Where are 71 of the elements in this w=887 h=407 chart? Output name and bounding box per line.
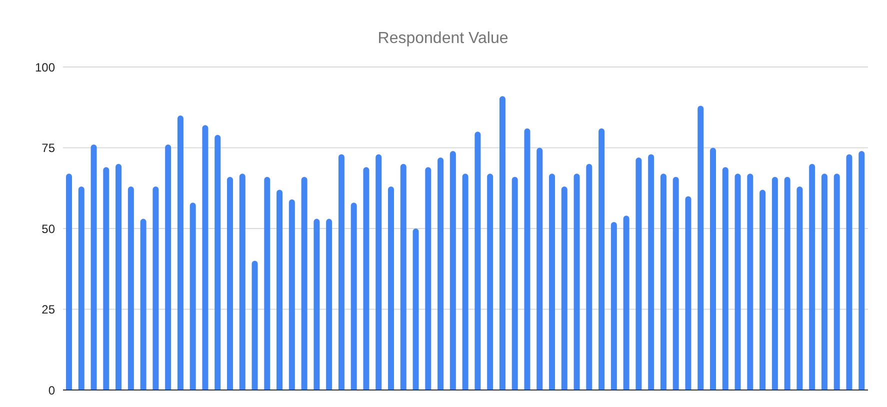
bar xyxy=(512,176,518,390)
bar xyxy=(846,154,852,390)
bar xyxy=(177,115,184,390)
bar xyxy=(363,167,370,390)
bar xyxy=(685,196,692,390)
chart-title: Respondent Value xyxy=(376,30,510,48)
bar xyxy=(821,174,828,390)
bar xyxy=(103,167,110,390)
bar xyxy=(376,154,382,390)
bar xyxy=(586,164,592,390)
bar xyxy=(722,167,728,390)
bar xyxy=(400,164,406,390)
bar xyxy=(549,174,555,390)
bar xyxy=(165,144,172,390)
bar xyxy=(784,176,790,390)
bar xyxy=(760,190,766,390)
bar xyxy=(128,186,134,390)
bar xyxy=(636,157,642,390)
bar xyxy=(326,218,332,390)
bar xyxy=(202,125,208,390)
bar xyxy=(116,164,122,390)
bar xyxy=(623,216,630,390)
bar xyxy=(809,164,816,390)
bar xyxy=(672,176,679,390)
bar xyxy=(796,186,803,390)
bar xyxy=(698,106,704,390)
bar xyxy=(450,150,456,390)
bar xyxy=(858,150,865,390)
bar xyxy=(214,134,221,390)
y-tick-label: 50 xyxy=(42,222,56,236)
bar xyxy=(276,190,283,390)
bar xyxy=(264,176,270,390)
bar xyxy=(598,128,605,390)
bar xyxy=(412,228,419,390)
bar xyxy=(462,174,468,390)
bar xyxy=(239,174,246,390)
bar xyxy=(227,176,233,390)
bar xyxy=(772,176,778,390)
bar xyxy=(190,202,196,390)
bar xyxy=(252,260,258,390)
bar xyxy=(610,222,617,390)
bar xyxy=(648,154,654,390)
bar xyxy=(734,174,741,390)
bar xyxy=(660,174,666,390)
bar xyxy=(338,154,344,390)
bar xyxy=(834,174,840,390)
bar xyxy=(152,186,159,390)
y-tick-label: 0 xyxy=(48,383,56,398)
bar xyxy=(574,174,580,390)
y-tick-label: 75 xyxy=(42,141,56,156)
bar xyxy=(314,218,320,390)
bar xyxy=(78,186,84,390)
bar xyxy=(561,186,568,390)
bar xyxy=(710,148,716,390)
bar xyxy=(438,157,444,390)
y-tick-label: 100 xyxy=(34,60,56,74)
bar xyxy=(140,218,146,390)
bar xyxy=(524,128,530,390)
bar xyxy=(288,199,295,390)
y-tick-label: 25 xyxy=(42,302,56,317)
bar xyxy=(747,174,754,390)
bar xyxy=(536,148,543,390)
bar xyxy=(90,144,97,390)
bar xyxy=(350,202,357,390)
bar xyxy=(301,176,308,390)
bar xyxy=(66,174,72,390)
bar xyxy=(487,174,494,390)
bar xyxy=(388,186,394,390)
bar xyxy=(474,132,481,390)
bar xyxy=(425,167,432,390)
bar xyxy=(499,96,506,390)
